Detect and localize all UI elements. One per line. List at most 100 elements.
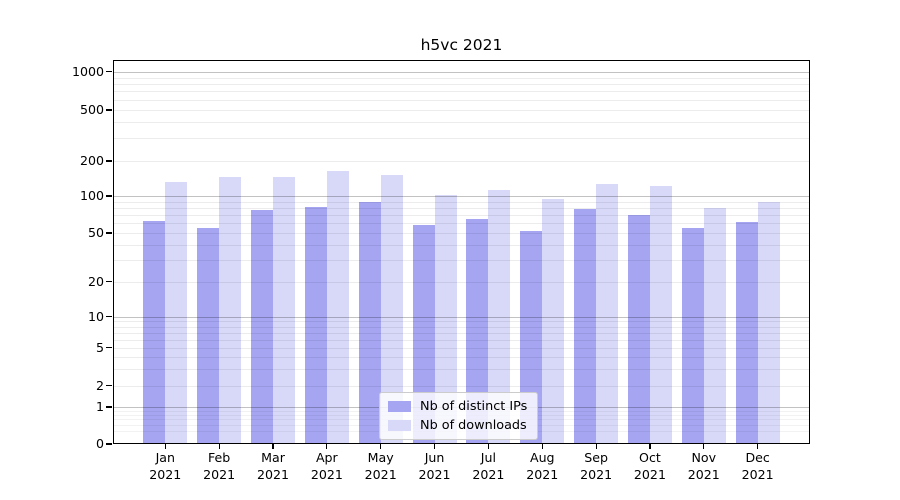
legend-swatch-icon: [388, 401, 411, 412]
gridline: [113, 122, 810, 124]
y-tick-label: 10: [87, 308, 104, 324]
bar-distinct-ips: [574, 208, 597, 444]
gridline: [113, 77, 810, 79]
x-tick-label: Nov 2021: [687, 450, 720, 482]
gridline: [113, 99, 810, 101]
x-tick-label: May 2021: [364, 450, 397, 482]
bar-downloads: [326, 171, 349, 444]
bar-downloads: [649, 185, 672, 444]
gridline: [113, 326, 810, 328]
x-tick-mark: [757, 444, 759, 449]
x-tick-label: Jan 2021: [149, 450, 182, 482]
gridline: [113, 368, 810, 370]
y-tick-label: 0: [95, 436, 104, 451]
y-tick-mark: [106, 406, 112, 408]
x-tick-label: Apr 2021: [310, 450, 343, 482]
legend-entry: Nb of downloads: [388, 418, 527, 433]
x-tick-mark: [703, 444, 705, 449]
y-tick-label: 5: [95, 339, 104, 355]
gridline: [113, 281, 810, 283]
gridline: [113, 332, 810, 334]
gridline: [113, 215, 810, 217]
bar-distinct-ips: [627, 215, 650, 444]
bar-distinct-ips: [520, 230, 543, 444]
plot-area: [113, 60, 810, 444]
y-tick-mark: [106, 71, 112, 73]
legend: Nb of distinct IPs Nb of downloads: [379, 392, 539, 440]
y-tick-label: 200: [79, 153, 104, 168]
bar-distinct-ips: [251, 209, 273, 444]
x-tick-mark: [541, 444, 543, 449]
gridline: [113, 201, 810, 203]
gridline: [113, 138, 810, 140]
legend-label: Nb of distinct IPs: [420, 399, 528, 414]
bar-downloads: [542, 198, 565, 444]
x-tick-mark: [272, 444, 274, 449]
x-tick-mark: [487, 444, 489, 449]
bar-downloads: [165, 182, 188, 444]
x-tick-mark: [218, 444, 220, 449]
y-tick-label: 1000: [71, 63, 104, 79]
x-tick-label: Aug 2021: [526, 450, 559, 482]
bar-distinct-ips: [358, 201, 381, 444]
gridline: [113, 356, 810, 358]
gridline: [113, 244, 810, 246]
x-tick-mark: [380, 444, 382, 449]
legend-entry: Nb of distinct IPs: [388, 399, 527, 414]
chart-title: h5vc 2021: [420, 36, 503, 54]
x-tick-label: Sep 2021: [580, 450, 613, 482]
gridline: [113, 110, 810, 111]
x-tick-label: Feb 2021: [203, 450, 236, 482]
gridline: [113, 196, 810, 197]
y-tick-mark: [106, 316, 112, 318]
legend-label: Nb of downloads: [420, 418, 527, 433]
gridline: [113, 385, 810, 387]
bar-downloads: [703, 207, 726, 444]
bar-downloads: [219, 177, 242, 444]
gridline: [113, 321, 810, 323]
y-tick-mark: [106, 195, 112, 197]
gridline: [113, 223, 810, 225]
y-tick-label: 500: [79, 102, 104, 117]
x-tick-label: Oct 2021: [633, 450, 666, 482]
y-tick-label: 50: [87, 225, 104, 240]
gridline: [113, 71, 810, 73]
gridline: [113, 84, 810, 86]
bar-distinct-ips: [735, 221, 758, 444]
gridline: [113, 161, 810, 162]
gridline: [113, 91, 810, 93]
bar-downloads: [273, 177, 295, 444]
legend-swatch-icon: [388, 420, 411, 431]
y-tick-label: 1: [95, 399, 104, 414]
y-tick-mark: [106, 385, 112, 387]
bar-distinct-ips: [143, 220, 166, 444]
bar-downloads: [380, 175, 403, 444]
gridline: [113, 260, 810, 262]
y-tick-label: 20: [87, 273, 104, 289]
y-tick-mark: [106, 347, 112, 349]
gridline: [113, 233, 810, 234]
x-tick-mark: [649, 444, 651, 449]
bar-distinct-ips: [412, 225, 435, 444]
x-tick-mark: [164, 444, 166, 449]
bar-downloads: [434, 194, 457, 444]
y-tick-mark: [106, 160, 112, 162]
x-tick-label: Jul 2021: [472, 450, 505, 482]
gridline: [113, 207, 810, 209]
gridline: [113, 339, 810, 341]
bar-distinct-ips: [304, 206, 327, 444]
bar-downloads: [488, 190, 511, 444]
bar-distinct-ips: [466, 219, 489, 444]
x-tick-mark: [326, 444, 328, 449]
bar-distinct-ips: [197, 227, 220, 444]
x-tick-label: Dec 2021: [741, 450, 774, 482]
x-tick-label: Jun 2021: [418, 450, 451, 482]
y-tick-label: 2: [95, 377, 104, 393]
y-tick-mark: [106, 281, 112, 283]
y-tick-label: 100: [79, 188, 104, 203]
bar-distinct-ips: [681, 227, 704, 444]
gridline: [113, 316, 810, 318]
x-tick-mark: [433, 444, 436, 449]
gridline: [113, 347, 810, 349]
